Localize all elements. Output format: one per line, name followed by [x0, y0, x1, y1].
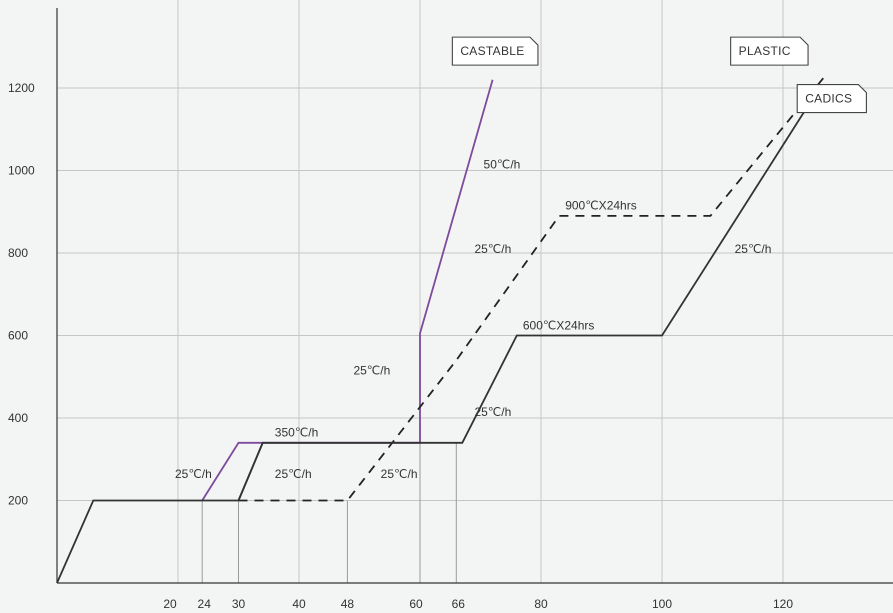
box-label-plastic: [730, 36, 809, 66]
series-line-cadics: [56, 87, 821, 584]
series-line-castable: [201, 79, 494, 501]
annotation-label: 25℃/h: [175, 467, 212, 481]
x-tick-label: 40: [292, 597, 306, 611]
y-tick-label: 1000: [8, 164, 35, 178]
annotation-label: 600℃X24hrs: [523, 318, 595, 332]
y-tick-label: 1200: [8, 81, 35, 95]
labels: CASTABLE PLASTIC CADICS 25℃/h 350℃/h 25℃/h 25℃…: [175, 36, 867, 481]
y-tick-label: 800: [8, 246, 28, 260]
annotation-label: 900℃X24hrs: [565, 199, 637, 213]
annotation-label: 50℃/h: [484, 157, 521, 171]
box-label-cadics: [796, 84, 867, 114]
annotation-label: 350℃/h: [275, 426, 319, 440]
box-label-text: CADICS: [805, 92, 852, 106]
series-line-plastic: [238, 75, 827, 502]
box-label-castable: [451, 36, 539, 66]
series: [56, 75, 827, 584]
y-tick-label: 200: [8, 494, 28, 508]
annotation-label: 25℃/h: [474, 405, 511, 419]
y-tick-label: 600: [8, 329, 28, 343]
series-line-connector: [237, 442, 264, 501]
x-tick-label: 30: [232, 597, 246, 611]
x-tick-label: 24: [198, 597, 212, 611]
annotation-label: 25℃/h: [381, 467, 418, 481]
annotation-label: 25℃/h: [353, 364, 390, 378]
x-tick-label: 80: [534, 597, 548, 611]
annotation-label: 25℃/h: [474, 242, 511, 256]
x-tick-label: 120: [773, 597, 793, 611]
x-tick-label: 20: [163, 597, 177, 611]
x-tick-label: 48: [341, 597, 355, 611]
annotation-label: 25℃/h: [275, 467, 312, 481]
y-tick-label: 400: [8, 411, 28, 425]
axes: 200 400 600 800 1000 1200 20 24 30 40 48 60 66 80 100 1…: [8, 8, 893, 611]
annotation-label: 25℃/h: [735, 242, 772, 256]
grid: [57, 0, 893, 583]
box-label-text: CASTABLE: [460, 44, 524, 58]
box-label-text: PLASTIC: [739, 44, 791, 58]
x-tick-label: 100: [652, 597, 672, 611]
x-tick-label: 60: [409, 597, 423, 611]
x-tick-label: 66: [452, 597, 466, 611]
